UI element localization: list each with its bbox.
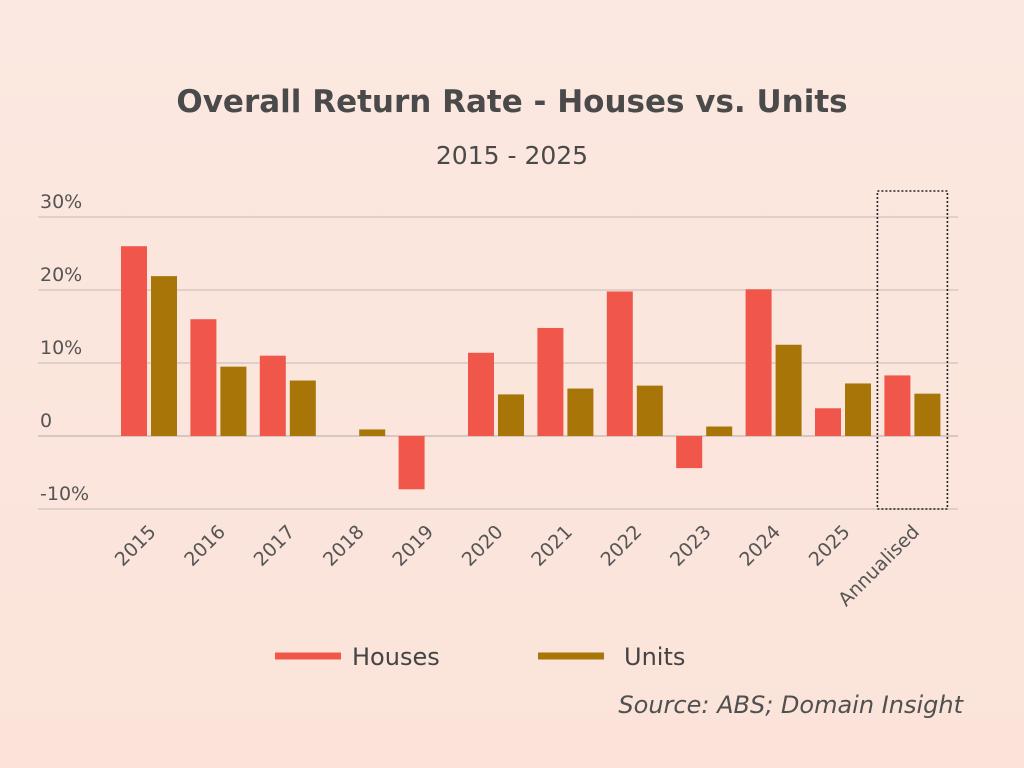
- highlight-box-annualised: [876, 190, 949, 510]
- x-tick-label-2019: 2019: [388, 521, 438, 571]
- y-tick-label-10-: 10%: [40, 337, 82, 359]
- source-note: Source: ABS; Domain Insight: [618, 691, 964, 719]
- bar-units-2023: [706, 426, 733, 436]
- bar-houses-2016: [190, 319, 217, 436]
- bars: [121, 246, 941, 490]
- legend-label-houses: Houses: [352, 643, 440, 671]
- bar-houses-2015: [121, 246, 147, 436]
- bar-units-2025: [845, 383, 871, 436]
- x-tick-label-2024: 2024: [735, 521, 785, 571]
- bar-units-2022: [636, 385, 663, 436]
- bar-houses-2021: [537, 327, 564, 436]
- x-tick-label-2025: 2025: [805, 521, 855, 571]
- y-tick-label-0: 0: [40, 410, 52, 432]
- annualised-highlight: [876, 190, 949, 510]
- legend: Houses Units: [275, 643, 685, 671]
- bar-houses-annualised: [884, 375, 911, 436]
- bar-houses-2017: [259, 355, 286, 436]
- x-tick-label-2017: 2017: [250, 521, 300, 571]
- bar-units-annualised: [914, 393, 941, 436]
- chart-title: Overall Return Rate - Houses vs. Units: [176, 84, 847, 120]
- x-axis-ticks: 2015 2016 2017 2018 2019 2020 2021 2022 2023 2024…: [111, 521, 924, 611]
- bar-houses-2024: [745, 289, 772, 436]
- bar-houses-2019: [398, 436, 425, 490]
- bar-units-2015: [151, 276, 177, 436]
- x-tick-label-2020: 2020: [458, 521, 508, 571]
- bar-units-2016: [220, 366, 247, 436]
- bar-units-2018: [359, 429, 386, 436]
- x-tick-label-2016: 2016: [180, 521, 230, 571]
- bar-houses-2025: [815, 408, 841, 436]
- x-tick-label-2022: 2022: [597, 521, 647, 571]
- chart-subtitle: 2015 - 2025: [436, 141, 588, 170]
- bar-units-2020: [498, 394, 524, 436]
- y-axis-ticks: 30% 20% 10% 0 -10%: [40, 191, 89, 505]
- bar-units-2017: [289, 380, 316, 436]
- y-tick-label-30-: 30%: [40, 191, 82, 213]
- x-tick-label-2018: 2018: [319, 521, 369, 571]
- bar-houses-2023: [676, 436, 703, 469]
- x-tick-label-2021: 2021: [527, 521, 577, 571]
- y-tick-label--10-: -10%: [40, 483, 89, 505]
- bar-units-2024: [775, 344, 802, 436]
- bar-houses-2022: [606, 291, 633, 436]
- x-tick-label-2015: 2015: [111, 521, 161, 571]
- y-tick-label-20-: 20%: [40, 264, 82, 286]
- legend-label-units: Units: [624, 643, 685, 671]
- bar-houses-2020: [468, 352, 494, 436]
- bar-units-2021: [567, 388, 594, 436]
- x-tick-label-2023: 2023: [666, 521, 716, 571]
